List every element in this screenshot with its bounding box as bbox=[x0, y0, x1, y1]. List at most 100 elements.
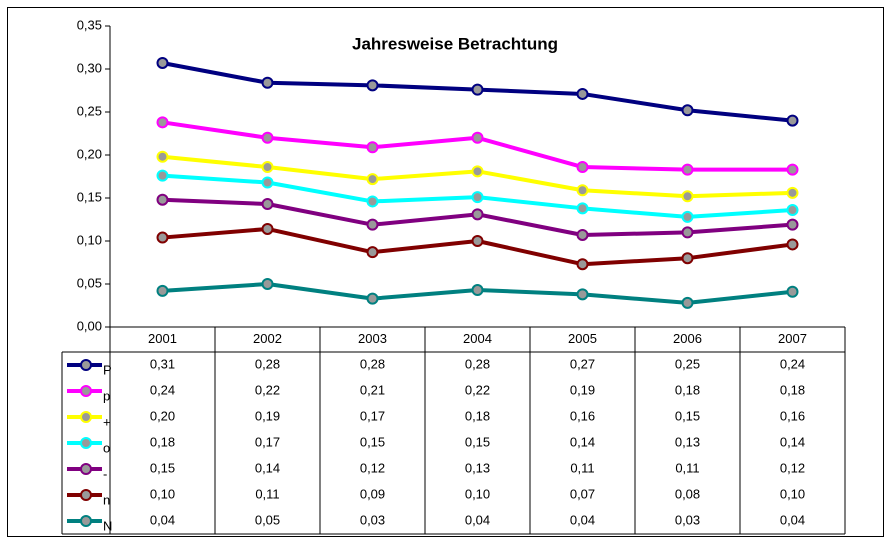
data-point bbox=[471, 131, 484, 144]
chart-title: Jahresweise Betrachtung bbox=[352, 34, 558, 53]
data-point bbox=[681, 210, 694, 223]
data-point bbox=[576, 87, 589, 100]
table-value: 0,11 bbox=[570, 460, 594, 475]
data-point bbox=[471, 208, 484, 221]
legend-marker bbox=[80, 515, 92, 527]
legend-marker bbox=[80, 411, 92, 423]
table-value: 0,16 bbox=[780, 408, 805, 423]
table-value: 0,09 bbox=[360, 486, 385, 501]
x-tick-label: 2006 bbox=[673, 331, 702, 346]
data-point bbox=[261, 161, 274, 174]
table-value: 0,18 bbox=[780, 382, 805, 397]
table-value: 0,08 bbox=[675, 486, 700, 501]
legend-marker bbox=[80, 359, 92, 371]
data-point bbox=[681, 226, 694, 239]
table-value: 0,11 bbox=[255, 486, 279, 501]
data-point bbox=[471, 83, 484, 96]
data-point bbox=[786, 204, 799, 217]
y-tick-label: 0,00 bbox=[77, 318, 102, 333]
table-value: 0,25 bbox=[675, 356, 700, 371]
data-point bbox=[366, 173, 379, 186]
legend-marker bbox=[80, 385, 92, 397]
data-point bbox=[576, 258, 589, 271]
legend-marker bbox=[80, 463, 92, 475]
y-tick-label: 0,25 bbox=[77, 103, 102, 118]
table-value: 0,14 bbox=[570, 434, 595, 449]
table-value: 0,04 bbox=[780, 512, 805, 527]
legend-marker bbox=[80, 489, 92, 501]
chart-frame bbox=[7, 7, 884, 537]
legend-label: N bbox=[103, 518, 112, 533]
table-value: 0,10 bbox=[465, 486, 490, 501]
data-point bbox=[261, 131, 274, 144]
data-point bbox=[786, 186, 799, 199]
table-value: 0,18 bbox=[465, 408, 490, 423]
table-value: 0,22 bbox=[465, 382, 490, 397]
data-point bbox=[576, 161, 589, 174]
table-value: 0,11 bbox=[675, 460, 699, 475]
data-point bbox=[156, 284, 169, 297]
data-point bbox=[576, 288, 589, 301]
data-point bbox=[576, 184, 589, 197]
table-value: 0,28 bbox=[360, 356, 385, 371]
table-value: 0,13 bbox=[465, 460, 490, 475]
data-point bbox=[156, 169, 169, 182]
table-value: 0,10 bbox=[780, 486, 805, 501]
table-value: 0,24 bbox=[780, 356, 805, 371]
legend-label: n bbox=[103, 492, 110, 507]
table-value: 0,04 bbox=[150, 512, 175, 527]
table-value: 0,10 bbox=[150, 486, 175, 501]
data-point bbox=[471, 191, 484, 204]
x-tick-label: 2007 bbox=[778, 331, 807, 346]
table-value: 0,13 bbox=[675, 434, 700, 449]
y-tick-label: 0,10 bbox=[77, 232, 102, 247]
data-point bbox=[261, 222, 274, 235]
y-tick-label: 0,20 bbox=[77, 146, 102, 161]
table-value: 0,14 bbox=[780, 434, 805, 449]
table-value: 0,17 bbox=[255, 434, 280, 449]
table-value: 0,15 bbox=[360, 434, 385, 449]
y-tick-label: 0,35 bbox=[77, 17, 102, 32]
data-point bbox=[576, 202, 589, 215]
table-value: 0,04 bbox=[465, 512, 490, 527]
table-value: 0,16 bbox=[570, 408, 595, 423]
y-tick-label: 0,30 bbox=[77, 60, 102, 75]
data-point bbox=[681, 104, 694, 117]
table-value: 0,18 bbox=[150, 434, 175, 449]
x-tick-label: 2004 bbox=[463, 331, 492, 346]
data-point bbox=[366, 292, 379, 305]
data-point bbox=[261, 76, 274, 89]
legend-label: o bbox=[103, 440, 110, 455]
data-point bbox=[156, 193, 169, 206]
x-tick-label: 2005 bbox=[568, 331, 597, 346]
data-point bbox=[156, 150, 169, 163]
data-point bbox=[366, 246, 379, 259]
legend-label: - bbox=[103, 466, 107, 481]
table-value: 0,21 bbox=[360, 382, 385, 397]
data-point bbox=[786, 114, 799, 127]
legend-label: p bbox=[103, 388, 110, 403]
table-value: 0,05 bbox=[255, 512, 280, 527]
table-value: 0,28 bbox=[255, 356, 280, 371]
table-value: 0,20 bbox=[150, 408, 175, 423]
data-point bbox=[786, 285, 799, 298]
data-point bbox=[786, 163, 799, 176]
table-value: 0,19 bbox=[570, 382, 595, 397]
table-value: 0,12 bbox=[360, 460, 385, 475]
data-point bbox=[261, 198, 274, 211]
table-value: 0,04 bbox=[570, 512, 595, 527]
data-point bbox=[261, 176, 274, 189]
table-value: 0,31 bbox=[150, 356, 175, 371]
table-value: 0,15 bbox=[150, 460, 175, 475]
table-value: 0,07 bbox=[570, 486, 595, 501]
y-tick-label: 0,05 bbox=[77, 275, 102, 290]
table-value: 0,15 bbox=[465, 434, 490, 449]
data-point bbox=[576, 228, 589, 241]
data-point bbox=[681, 252, 694, 265]
data-point bbox=[366, 195, 379, 208]
x-tick-label: 2003 bbox=[358, 331, 387, 346]
data-point bbox=[156, 231, 169, 244]
data-point bbox=[471, 235, 484, 247]
legend-marker bbox=[80, 437, 92, 449]
